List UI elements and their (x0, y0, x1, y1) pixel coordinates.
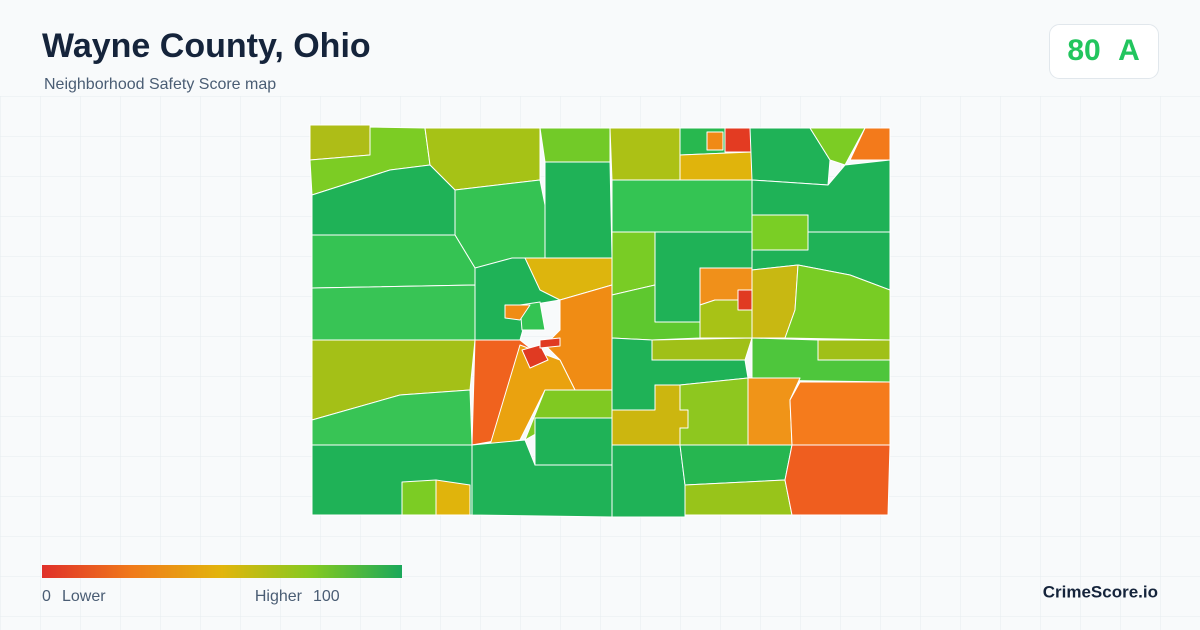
map-region (737, 289, 753, 311)
map-region (539, 337, 561, 349)
map-region (609, 127, 681, 181)
county-map (309, 124, 891, 518)
brand: CrimeScore.io (1043, 582, 1158, 601)
score-grade: A (1118, 34, 1140, 67)
map-region (401, 479, 437, 516)
legend-min: 0 (42, 588, 51, 605)
map-region (309, 124, 371, 161)
map-region (789, 381, 891, 446)
map-region (784, 444, 891, 516)
map-region (435, 479, 471, 516)
map-region (684, 479, 793, 516)
legend-scale (42, 565, 402, 578)
map-region (454, 179, 546, 269)
map-region (534, 417, 613, 466)
score-value: 80 (1067, 34, 1100, 67)
map-region (311, 389, 473, 446)
legend-min-label: Lower (62, 588, 106, 605)
map-region (651, 337, 753, 361)
map-region (751, 214, 809, 251)
map-region (706, 131, 724, 151)
map-region (679, 377, 749, 446)
score-badge (1049, 24, 1159, 79)
map-region (749, 127, 831, 186)
map-region (817, 339, 891, 361)
map-region (311, 284, 476, 341)
map-region (679, 444, 793, 486)
map-region (699, 299, 753, 339)
legend-max-label: Higher (255, 588, 303, 605)
legend-max: 100 (313, 588, 340, 605)
map-region (611, 179, 753, 233)
map-region (521, 344, 549, 369)
subtitle: Neighborhood Safety Score map (44, 76, 276, 93)
map-region (611, 444, 686, 518)
map-region (611, 231, 656, 296)
title: Wayne County, Ohio (42, 27, 371, 65)
map-region (504, 304, 531, 321)
map-region (311, 234, 476, 289)
map-region (544, 161, 613, 259)
map-region (539, 127, 611, 163)
map-region (679, 151, 753, 181)
map-region (724, 127, 753, 153)
